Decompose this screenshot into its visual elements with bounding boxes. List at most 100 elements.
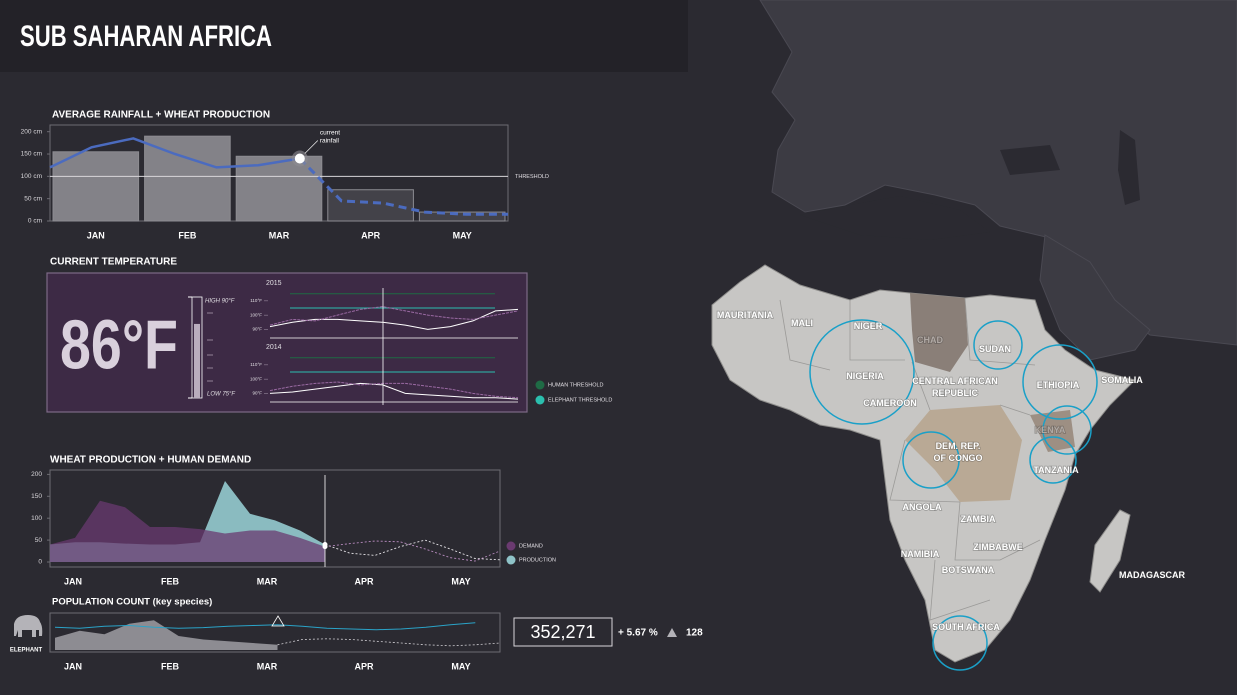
country-label-line: NIGER — [854, 321, 883, 331]
y-tick-label: 100°F — [250, 312, 262, 317]
country-label-line: CHAD — [917, 335, 943, 345]
region-circle — [902, 431, 960, 489]
annotation-line: rainfall — [320, 137, 340, 144]
projection-line — [324, 540, 501, 562]
panel-title: 2014 — [266, 344, 282, 351]
temperature-line — [269, 308, 519, 330]
delta-icon — [667, 628, 677, 637]
x-tick-label: FEB — [178, 230, 197, 240]
annotation-leader — [304, 140, 319, 154]
x-tick-label: MAY — [451, 661, 470, 671]
warning-icon — [271, 615, 285, 627]
kenya — [1030, 410, 1075, 452]
region-circle — [932, 615, 988, 671]
country-label-line: ZIMBABWE — [973, 542, 1023, 552]
country-label-line: MAURITANIA — [717, 310, 774, 320]
x-tick-label: JAN — [87, 230, 105, 240]
population-line — [54, 622, 476, 631]
region-circle — [1029, 436, 1077, 484]
projection-line — [277, 638, 501, 647]
country-label: MALI — [791, 318, 813, 328]
gauge-fill — [194, 323, 200, 398]
temperature-line — [269, 306, 519, 326]
annotation-line: current — [320, 129, 340, 136]
y-tick-label: 0 cm — [28, 218, 42, 225]
country-label: ZAMBIA — [961, 514, 996, 524]
population-count: 352,271 — [530, 622, 595, 642]
country-label-line: SOMALIA — [1101, 375, 1143, 385]
country-label-line: OF CONGO — [934, 453, 983, 463]
region-circle — [973, 320, 1023, 370]
x-tick-label: APR — [354, 576, 374, 586]
country-label-line: SUDAN — [979, 344, 1011, 354]
madagascar — [1089, 509, 1131, 593]
region-circle — [1022, 344, 1098, 420]
country-label: CHAD — [917, 335, 943, 345]
country-label: DEM. REP. OF CONGO — [934, 441, 983, 463]
chart-title: AVERAGE RAINFALL + WHEAT PRODUCTION — [52, 110, 270, 121]
rainfall-line — [298, 157, 508, 216]
population-area — [55, 620, 278, 650]
country-label: ETHIOPIA — [1037, 380, 1080, 390]
projection-line — [324, 539, 501, 561]
legend-swatch — [506, 541, 516, 551]
temperature-line — [269, 381, 519, 399]
page-title: SUB SAHARAN AFRICA — [20, 20, 272, 53]
country-label-line: MALI — [791, 318, 813, 328]
y-tick-label: 150 cm — [21, 151, 42, 158]
x-tick-label: APR — [354, 661, 374, 671]
gauge-high-label: HIGH 90°F — [205, 299, 235, 305]
x-tick-label: MAR — [257, 576, 278, 586]
legend-swatch — [535, 395, 545, 405]
country-label: SOMALIA — [1101, 375, 1143, 385]
x-tick-label: MAR — [257, 661, 278, 671]
x-tick-label: FEB — [161, 661, 180, 671]
chart-title: WHEAT PRODUCTION + HUMAN DEMAND — [50, 455, 251, 466]
x-tick-label: FEB — [161, 576, 180, 586]
legend-label: DEMAND — [519, 543, 543, 549]
panel-title: 2015 — [266, 280, 282, 287]
current-marker — [322, 544, 328, 550]
population-delta: 128 — [686, 628, 703, 639]
country-label-line: ETHIOPIA — [1037, 380, 1080, 390]
temperature-line — [269, 382, 519, 400]
country-label: NIGERIA — [846, 371, 884, 381]
country-label: KENYA — [1035, 425, 1066, 435]
country-label-line: REPUBLIC — [932, 388, 979, 398]
country-label: CAMEROON — [863, 398, 917, 408]
legend-swatch — [506, 555, 516, 565]
y-tick-label: 200 cm — [21, 128, 42, 135]
y-tick-label: 110°F — [250, 298, 262, 303]
borders — [779, 297, 1041, 621]
x-tick-label: APR — [361, 230, 381, 240]
country-label-line: SOUTH AFRICA — [932, 622, 1000, 632]
caspian — [1118, 130, 1140, 205]
y-tick-label: 90°F — [252, 327, 262, 332]
country-label-line: DEM. REP. — [936, 441, 981, 451]
landmass-north — [759, 0, 1237, 346]
bar — [235, 155, 323, 222]
region-circle — [1042, 405, 1092, 455]
drc — [905, 405, 1022, 502]
bar — [52, 151, 140, 222]
gauge-low-label: LOW 75°F — [207, 392, 235, 398]
x-tick-label: MAY — [453, 230, 472, 240]
country-label: CENTRAL AFRICAN REPUBLIC — [912, 376, 998, 398]
y-tick-label: 110°F — [250, 362, 262, 367]
current-marker — [294, 153, 305, 164]
x-tick-label: JAN — [64, 576, 82, 586]
y-tick-label: 100 cm — [21, 173, 42, 180]
country-label: SOUTH AFRICA — [932, 622, 1000, 632]
y-tick-label: 90°F — [252, 391, 262, 396]
country-label-line: NAMIBIA — [901, 549, 940, 559]
border — [779, 297, 1041, 621]
country-label-line: TANZANIA — [1033, 465, 1079, 475]
map — [711, 0, 1237, 671]
count-box — [513, 617, 613, 647]
chart-title: CURRENT TEMPERATURE — [50, 257, 177, 268]
country-label: ANGOLA — [903, 502, 942, 512]
x-tick-label: MAR — [269, 230, 290, 240]
country-label: ZIMBABWE — [973, 542, 1023, 552]
